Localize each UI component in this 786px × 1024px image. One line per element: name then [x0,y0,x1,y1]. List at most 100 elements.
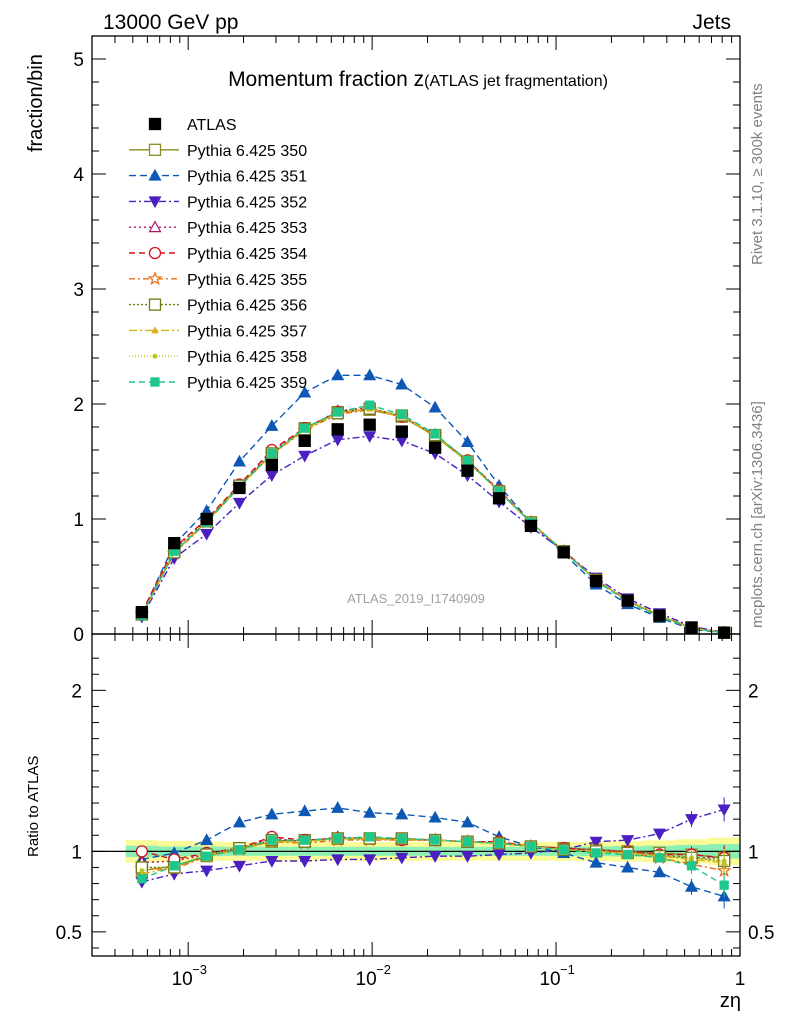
ratio-2-point-14 [589,836,603,849]
y-tick-label: 5 [73,50,84,71]
y-tick-label: 2 [73,395,84,416]
x-tick-label: 10 [356,969,377,990]
legend-marker-3 [148,220,162,233]
ratio-1-point-5 [298,804,312,817]
series-1-point-4 [265,419,279,431]
data-point-9 [428,441,442,454]
ratio-9-point-11 [494,838,504,848]
legend-marker-2 [148,196,162,209]
ratio-y-tick-label-right: 2 [748,681,759,702]
series-9-point-10 [462,455,473,466]
legend-item-3: Pythia 6.425 353 [129,220,307,237]
x-tick-label: 1 [735,969,746,990]
ratio-1-point-15 [621,860,635,873]
ratio-9-point-17 [686,861,697,871]
data-point-17 [685,621,698,634]
ratio-y-tick-label-left: 0.5 [56,923,82,944]
series-2-point-6 [331,434,345,447]
ratio-2-point-4 [265,856,279,868]
ratio-2-point-9 [428,851,442,863]
ratio-9-point-0 [137,874,147,884]
ratio-1-point-10 [460,815,475,828]
y-tick-label: 3 [73,280,84,301]
legend-item-2: Pythia 6.425 352 [129,194,307,211]
data-point-4 [265,458,278,472]
ratio-2-point-6 [331,854,345,867]
series-9-point-6 [333,407,343,417]
ratio-1-point-16 [652,865,667,878]
data-point-7 [363,418,376,431]
ratio-9-point-9 [430,835,440,845]
legend-item-7: Pythia 6.425 357 [129,323,307,340]
ratio-9-point-18 [719,880,729,890]
legend-item-8: Pythia 6.425 358 [129,349,307,366]
ratio-9-point-1 [169,861,179,871]
ratio-9-point-5 [300,835,310,845]
legend-marker-4 [148,246,162,260]
ratio-1-point-3 [232,815,246,828]
analysis-label: ATLAS_2019_I1740909 [347,591,485,606]
series-1-point-5 [298,385,312,398]
ratio-4-point-0 [135,845,149,858]
ratio-y-tick-label-right: 1 [748,842,759,863]
ratio-9-point-10 [462,837,473,847]
series-2-point-7 [363,431,377,443]
legend-marker-5 [147,271,163,286]
ratio-series-9 [137,832,729,898]
data-point-10 [461,464,474,477]
ratio-1-point-9 [428,810,442,823]
ratio-2-point-11 [492,849,506,862]
ratio-2-point-18 [717,804,731,817]
legend-item-6: Pythia 6.425 356 [129,298,307,315]
energy-label: 13000 GeV pp [103,11,238,34]
series-1-point-6 [331,368,345,381]
legend-marker-8 [152,353,158,359]
series-9-point-5 [300,423,310,433]
legend-marker-6 [148,298,162,311]
ratio-1-point-8 [395,807,409,820]
data-point-5 [298,434,311,447]
y-tick-label: 0 [73,625,84,646]
y-tick-label: 1 [73,510,84,531]
legend-marker-7 [151,326,159,334]
ratio-9-point-13 [559,845,569,855]
legend-marker-data [148,117,162,131]
ratio-9-point-15 [622,849,633,860]
legend-label-data: ATLAS [187,117,237,134]
ratio-2-point-16 [652,828,667,841]
ratio-1-point-2 [200,833,214,846]
y-axis-label: fraction/bin [25,54,47,152]
legend-item-4: Pythia 6.425 354 [129,246,307,263]
legend-label-1: Pythia 6.425 351 [187,169,307,186]
x-axis-label: zη [720,990,741,1012]
legend: ATLAS Pythia 6.425 350 Pythia 6.425 351 Pyt… [129,117,307,392]
ratio-9-point-8 [397,833,407,844]
ratio-2-point-2 [200,865,214,878]
ratio-8-point-0 [139,868,145,874]
data-point-2 [200,512,213,526]
series-1-point-8 [395,377,409,390]
main-plot: 0 1 2 3 4 5 Momentum fraction z(ATLAS jet fra… [73,35,741,646]
series-2-point-4 [265,470,279,483]
legend-marker-1 [148,168,162,181]
ratio-plot-frame [91,633,741,957]
series-2-point-3 [232,497,246,510]
ratio-9-point-4 [267,835,277,845]
ratio-y-axis-label: Ratio to ATLAS [25,756,42,857]
legend-label-2: Pythia 6.425 352 [187,194,307,211]
data-point-12 [524,519,538,533]
data-point-16 [653,609,666,622]
chart-title-sub: (ATLAS jet fragmentation) [424,73,608,90]
mcplots-label: mcplots.cern.ch [arXiv:1306.3436] [749,401,766,628]
data-point-18 [717,626,731,639]
legend-label-0: Pythia 6.425 350 [187,143,307,160]
legend-label-6: Pythia 6.425 356 [187,298,307,315]
data-point-13 [557,546,570,559]
ratio-2-point-10 [460,851,475,863]
ratio-y-tick-label-left: 2 [71,681,82,702]
ratio-1-point-14 [589,855,603,868]
ratio-1-point-6 [331,801,345,813]
ratio-9-point-6 [333,833,343,844]
series-9-point-9 [430,429,440,439]
